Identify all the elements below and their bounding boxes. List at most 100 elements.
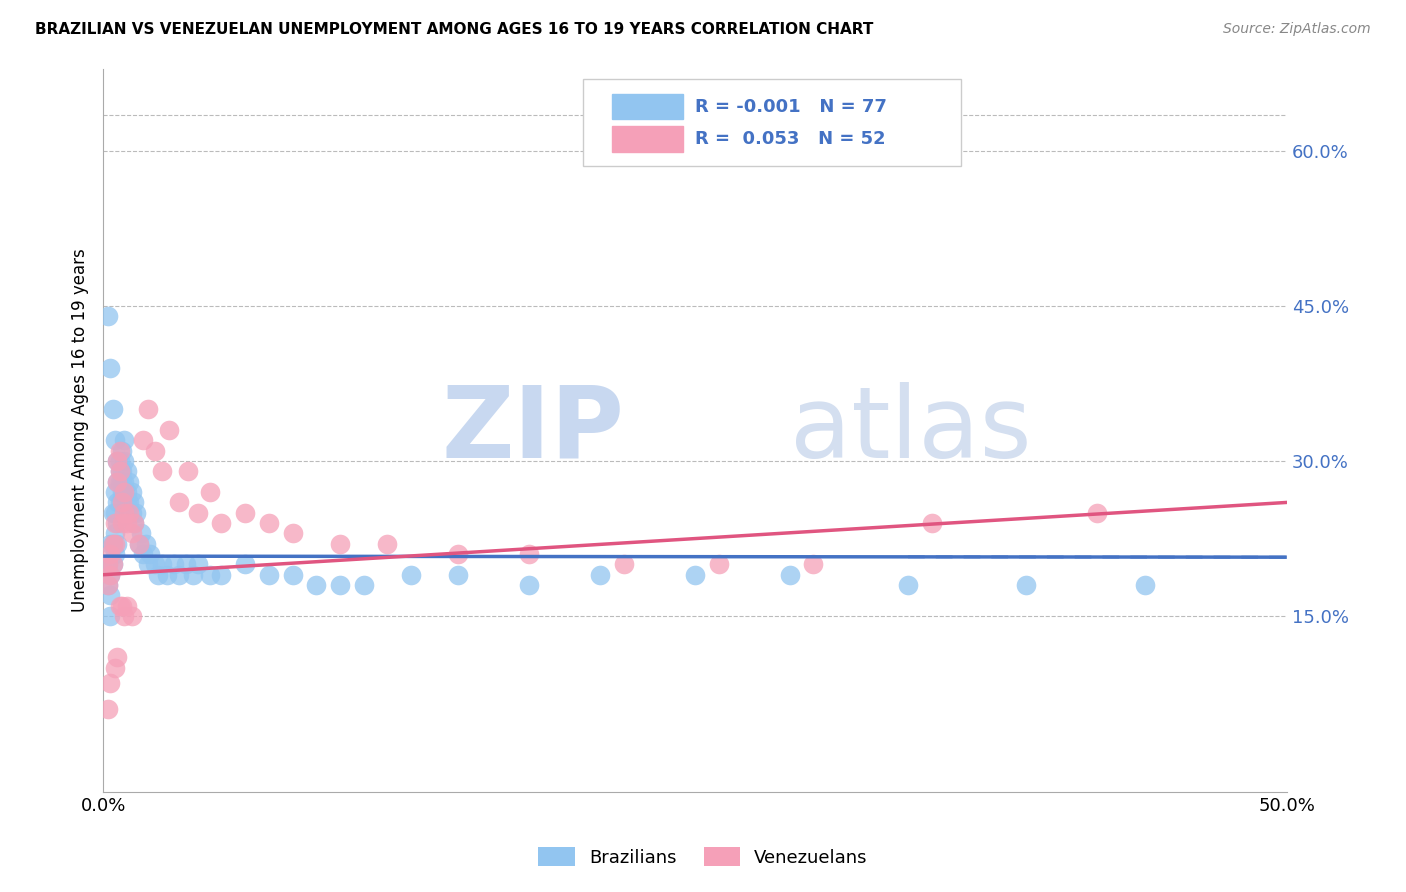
- Point: [375, 537, 398, 551]
- Point: [108, 443, 131, 458]
- Point: [108, 465, 131, 479]
- Point: [150, 558, 173, 572]
- Point: [150, 465, 173, 479]
- Point: [181, 567, 204, 582]
- Point: [111, 599, 134, 613]
- Point: [198, 485, 221, 500]
- Point: [108, 475, 131, 489]
- Point: [399, 567, 422, 582]
- Point: [114, 475, 136, 489]
- Point: [114, 506, 136, 520]
- Text: R = -0.001   N = 77: R = -0.001 N = 77: [695, 98, 887, 116]
- Point: [105, 475, 128, 489]
- Point: [143, 558, 166, 572]
- Text: BRAZILIAN VS VENEZUELAN UNEMPLOYMENT AMONG AGES 16 TO 19 YEARS CORRELATION CHART: BRAZILIAN VS VENEZUELAN UNEMPLOYMENT AMO…: [35, 22, 873, 37]
- Point: [115, 506, 138, 520]
- Point: [1133, 578, 1156, 592]
- Point: [1087, 506, 1109, 520]
- Point: [98, 588, 121, 602]
- Point: [613, 558, 636, 572]
- Point: [101, 506, 124, 520]
- Point: [101, 558, 124, 572]
- Point: [122, 516, 145, 530]
- Point: [105, 537, 128, 551]
- Text: atlas: atlas: [790, 382, 1032, 479]
- Point: [163, 558, 186, 572]
- FancyBboxPatch shape: [582, 79, 962, 166]
- Point: [233, 558, 256, 572]
- Point: [136, 558, 159, 572]
- Point: [115, 485, 138, 500]
- Point: [104, 526, 127, 541]
- Point: [98, 609, 121, 624]
- Point: [157, 423, 180, 437]
- Point: [98, 567, 121, 582]
- Point: [111, 443, 134, 458]
- Point: [105, 495, 128, 509]
- Point: [121, 485, 143, 500]
- Point: [139, 547, 162, 561]
- Point: [115, 599, 138, 613]
- Point: [104, 547, 127, 561]
- Point: [115, 465, 138, 479]
- Point: [156, 567, 179, 582]
- Point: [779, 567, 801, 582]
- Point: [305, 578, 328, 592]
- Point: [198, 567, 221, 582]
- Point: [98, 361, 121, 376]
- FancyBboxPatch shape: [612, 127, 683, 152]
- Point: [146, 567, 169, 582]
- Point: [447, 567, 470, 582]
- Point: [118, 506, 141, 520]
- Text: ZIP: ZIP: [441, 382, 624, 479]
- Point: [122, 495, 145, 509]
- Y-axis label: Unemployment Among Ages 16 to 19 years: Unemployment Among Ages 16 to 19 years: [72, 248, 89, 612]
- Point: [105, 516, 128, 530]
- Point: [108, 454, 131, 468]
- Point: [281, 567, 304, 582]
- Point: [101, 558, 124, 572]
- Point: [211, 516, 233, 530]
- Point: [257, 567, 280, 582]
- Point: [104, 537, 127, 551]
- Point: [104, 506, 127, 520]
- Point: [118, 495, 141, 509]
- Point: [187, 558, 209, 572]
- Point: [187, 506, 209, 520]
- Text: Source: ZipAtlas.com: Source: ZipAtlas.com: [1223, 22, 1371, 37]
- Point: [143, 443, 166, 458]
- Point: [128, 537, 150, 551]
- Point: [118, 475, 141, 489]
- Point: [98, 676, 121, 690]
- Point: [101, 537, 124, 551]
- Point: [97, 578, 120, 592]
- Point: [114, 454, 136, 468]
- Point: [329, 537, 352, 551]
- Point: [167, 495, 190, 509]
- Point: [108, 495, 131, 509]
- Point: [114, 609, 136, 624]
- Point: [108, 465, 131, 479]
- Point: [135, 537, 157, 551]
- Point: [108, 599, 131, 613]
- Point: [114, 485, 136, 500]
- Point: [97, 702, 120, 716]
- Point: [801, 558, 824, 572]
- Point: [122, 516, 145, 530]
- Point: [683, 567, 706, 582]
- Text: R =  0.053   N = 52: R = 0.053 N = 52: [695, 130, 886, 148]
- Point: [517, 547, 540, 561]
- Point: [353, 578, 375, 592]
- Point: [281, 526, 304, 541]
- Point: [329, 578, 352, 592]
- Point: [517, 578, 540, 592]
- Point: [101, 537, 124, 551]
- Point: [257, 516, 280, 530]
- Point: [111, 465, 134, 479]
- Point: [132, 434, 155, 448]
- Point: [98, 547, 121, 561]
- Point: [233, 506, 256, 520]
- Point: [105, 454, 128, 468]
- Point: [101, 402, 124, 417]
- Point: [111, 516, 134, 530]
